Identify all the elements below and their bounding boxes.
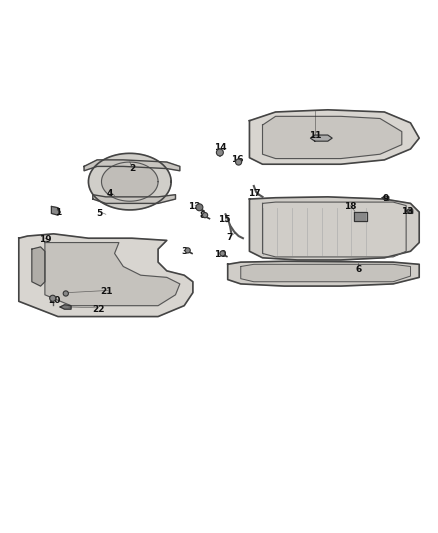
Polygon shape bbox=[19, 234, 193, 317]
Text: 20: 20 bbox=[48, 296, 61, 305]
Polygon shape bbox=[32, 247, 45, 286]
Text: 8: 8 bbox=[200, 211, 206, 220]
Text: 6: 6 bbox=[355, 265, 361, 274]
Polygon shape bbox=[250, 197, 419, 260]
Circle shape bbox=[185, 248, 190, 253]
Polygon shape bbox=[228, 261, 419, 286]
Polygon shape bbox=[262, 116, 402, 158]
Text: 21: 21 bbox=[100, 287, 113, 296]
Circle shape bbox=[63, 291, 68, 296]
Text: 5: 5 bbox=[96, 209, 102, 218]
Text: 22: 22 bbox=[92, 305, 104, 313]
Polygon shape bbox=[84, 160, 180, 171]
Text: 2: 2 bbox=[129, 164, 135, 173]
Circle shape bbox=[202, 213, 208, 218]
Text: 19: 19 bbox=[39, 235, 52, 244]
Circle shape bbox=[196, 204, 203, 211]
Text: 12: 12 bbox=[188, 202, 201, 211]
Polygon shape bbox=[250, 110, 419, 164]
Polygon shape bbox=[354, 212, 367, 221]
Polygon shape bbox=[311, 135, 332, 141]
Text: 18: 18 bbox=[344, 203, 357, 212]
Text: 1: 1 bbox=[55, 207, 61, 216]
Circle shape bbox=[236, 159, 242, 165]
Polygon shape bbox=[241, 264, 410, 282]
Circle shape bbox=[49, 295, 56, 301]
Text: 7: 7 bbox=[227, 233, 233, 242]
Text: 3: 3 bbox=[181, 247, 187, 256]
Polygon shape bbox=[406, 209, 413, 213]
Text: 17: 17 bbox=[248, 189, 261, 198]
Circle shape bbox=[220, 251, 225, 256]
Text: 4: 4 bbox=[107, 189, 113, 198]
Polygon shape bbox=[93, 195, 176, 204]
Text: 15: 15 bbox=[219, 215, 231, 224]
Polygon shape bbox=[382, 196, 389, 200]
Polygon shape bbox=[60, 305, 71, 309]
Text: 11: 11 bbox=[309, 131, 322, 140]
Circle shape bbox=[216, 149, 223, 156]
Polygon shape bbox=[88, 154, 171, 210]
Polygon shape bbox=[45, 243, 180, 305]
Polygon shape bbox=[51, 206, 60, 215]
Text: 13: 13 bbox=[401, 207, 413, 216]
Text: 10: 10 bbox=[214, 251, 226, 259]
Text: 16: 16 bbox=[231, 155, 244, 164]
Text: 9: 9 bbox=[382, 193, 389, 203]
Text: 14: 14 bbox=[214, 143, 226, 152]
Polygon shape bbox=[102, 162, 158, 201]
